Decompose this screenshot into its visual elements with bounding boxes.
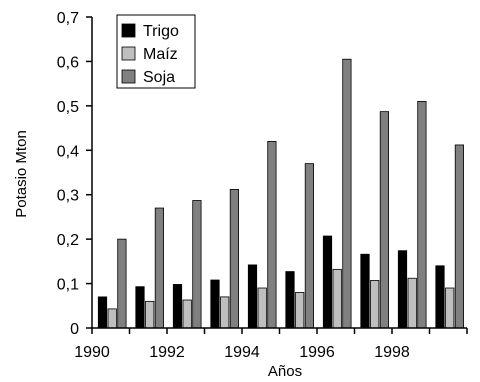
bar-soja-1999 (454, 144, 465, 329)
bar-maíz-1995 (295, 292, 305, 329)
x-tick-label: 1990 (74, 344, 110, 361)
legend-swatch-trigo (121, 23, 136, 38)
x-ticks: 1990 1992 1994 1996 1998 (74, 328, 468, 361)
legend-label-trigo: Trigo (143, 23, 179, 40)
bar-maíz-1990 (107, 308, 117, 329)
bar-soja-1994 (267, 140, 277, 329)
bars-group (97, 58, 465, 329)
y-tick-label: 0,1 (57, 277, 79, 294)
x-tick-label: 1992 (149, 344, 185, 361)
bar-trigo-1997 (360, 253, 370, 329)
bar-soja-1990 (117, 238, 127, 329)
bar-maíz-1997 (370, 280, 380, 329)
bar-trigo-1992 (172, 284, 183, 329)
y-tick-label: 0 (70, 321, 79, 338)
bar-maíz-1993 (220, 296, 230, 329)
bar-trigo-1994 (247, 264, 258, 329)
bar-trigo-1995 (285, 271, 295, 329)
bar-soja-1997 (379, 111, 390, 329)
bar-maíz-1996 (332, 268, 342, 329)
legend-label-maíz: Maíz (143, 46, 178, 63)
bar-trigo-1991 (135, 286, 145, 329)
bar-soja-1991 (154, 207, 164, 329)
y-ticks: 0 0,1 0,2 0,3 0,4 0,5 0,6 0,7 (57, 10, 92, 338)
bar-trigo-1998 (397, 250, 408, 329)
x-tick-label: 1996 (299, 344, 335, 361)
bar-maíz-1991 (145, 300, 155, 329)
y-tick-label: 0,6 (57, 54, 79, 71)
bar-soja-1995 (304, 163, 315, 329)
y-tick-label: 0,5 (57, 99, 79, 116)
bar-soja-1996 (342, 58, 352, 329)
y-tick-label: 0,4 (57, 143, 79, 160)
bar-soja-1993 (229, 188, 239, 329)
x-tick-label: 1994 (224, 344, 260, 361)
bar-trigo-1999 (435, 265, 445, 329)
y-axis-title: Potasio Mton (13, 130, 30, 218)
bar-soja-1998 (417, 101, 427, 329)
y-tick-label: 0,7 (57, 10, 79, 27)
bar-maíz-1992 (182, 299, 192, 329)
bar-trigo-1990 (97, 296, 108, 329)
bar-soja-1992 (192, 200, 202, 329)
legend-label-soja: Soja (143, 69, 175, 86)
x-axis-title: Años (268, 363, 302, 380)
legend-swatch-maíz (121, 46, 136, 61)
y-tick-label: 0,3 (57, 188, 79, 205)
bar-maíz-1994 (257, 287, 267, 329)
bar-maíz-1999 (445, 287, 455, 329)
y-tick-label: 0,2 (57, 232, 79, 249)
bar-trigo-1996 (322, 235, 333, 329)
bar-maíz-1998 (407, 277, 417, 329)
legend: Trigo Maíz Soja (116, 14, 196, 89)
x-tick-label: 1998 (374, 344, 410, 361)
legend-swatch-soja (121, 69, 136, 84)
bar-trigo-1993 (210, 279, 220, 329)
